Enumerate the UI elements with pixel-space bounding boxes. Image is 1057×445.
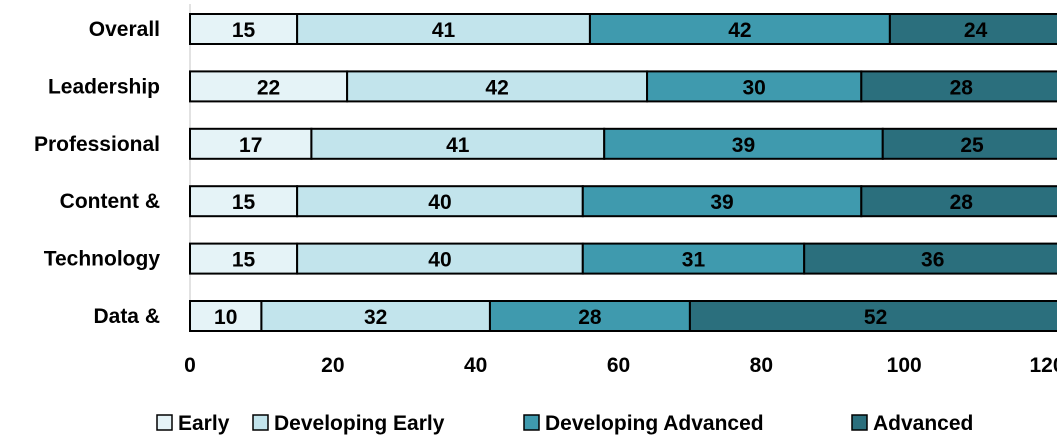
legend-swatch <box>851 414 868 431</box>
bar-segment <box>881 127 1057 160</box>
bar-segment <box>310 127 606 160</box>
data-label: 42 <box>728 19 751 42</box>
data-label: 39 <box>732 134 755 157</box>
data-label: 24 <box>964 19 988 42</box>
category-label: Professional <box>34 133 160 156</box>
category-label: Overall <box>89 18 160 41</box>
data-label: 15 <box>232 19 256 42</box>
bar-segment <box>189 242 299 275</box>
bar-segment <box>189 70 349 103</box>
bar-segment <box>581 242 806 275</box>
data-label: 28 <box>950 76 974 99</box>
data-label: 31 <box>682 249 706 272</box>
legend-label: Developing Advanced <box>545 412 764 435</box>
x-tick-label: 120 <box>1029 354 1057 377</box>
plot-area: 15 41 42 24 22 42 30 28 17 41 39 25 15 40 39 28 15 40 31 36… <box>189 4 1057 332</box>
data-label: 40 <box>428 249 451 272</box>
legend-swatch <box>523 414 540 431</box>
x-tick-label: 0 <box>184 354 196 377</box>
bar-segment <box>860 185 1057 218</box>
data-label: 15 <box>232 191 256 214</box>
data-label: 30 <box>743 76 766 99</box>
bar-segment <box>688 300 1057 332</box>
data-label: 40 <box>428 191 451 214</box>
x-tick-label: 20 <box>321 354 344 377</box>
legend-label: Early <box>178 412 230 435</box>
bar-segment <box>346 70 649 103</box>
data-label: 22 <box>257 76 280 99</box>
x-tick-label: 100 <box>887 354 922 377</box>
data-label: 25 <box>960 134 984 157</box>
bar-segment <box>588 13 891 45</box>
data-label: 41 <box>446 134 470 157</box>
data-label: 42 <box>485 76 508 99</box>
data-label: 15 <box>232 249 256 272</box>
bar-segment <box>296 185 584 218</box>
x-tick-label: 60 <box>607 354 630 377</box>
x-tick-label: 80 <box>750 354 773 377</box>
category-label: Technology <box>44 248 161 271</box>
data-label: 17 <box>239 134 262 157</box>
bar-segment <box>189 127 313 160</box>
category-labels: Overall Leadership Professional Content & Te… <box>34 18 160 328</box>
bar-segment <box>603 127 884 160</box>
bar-segment <box>803 242 1057 275</box>
data-label: 28 <box>950 191 974 214</box>
bar-segment <box>860 70 1057 103</box>
legend-swatch <box>156 414 173 431</box>
bar-segment <box>581 185 863 218</box>
bar-segment <box>646 70 863 103</box>
x-tick-label: 40 <box>464 354 487 377</box>
data-label: 39 <box>710 191 733 214</box>
data-label: 32 <box>364 306 387 329</box>
data-label: 36 <box>921 249 944 272</box>
legend-label: Advanced <box>873 412 973 435</box>
bar-segment <box>888 13 1057 45</box>
legend-swatch <box>252 414 269 431</box>
legend: Early Developing Early Developing Advanced… <box>156 412 973 435</box>
x-axis: 0 20 40 60 80 100 120 <box>184 354 1057 377</box>
data-label: 41 <box>432 19 456 42</box>
category-label: Content & <box>60 190 160 213</box>
category-label: Leadership <box>48 75 160 98</box>
data-label: 52 <box>864 306 887 329</box>
legend-label: Developing Early <box>274 412 445 435</box>
data-label: 10 <box>214 306 237 329</box>
category-label: Data & <box>93 305 160 328</box>
data-label: 28 <box>578 306 602 329</box>
